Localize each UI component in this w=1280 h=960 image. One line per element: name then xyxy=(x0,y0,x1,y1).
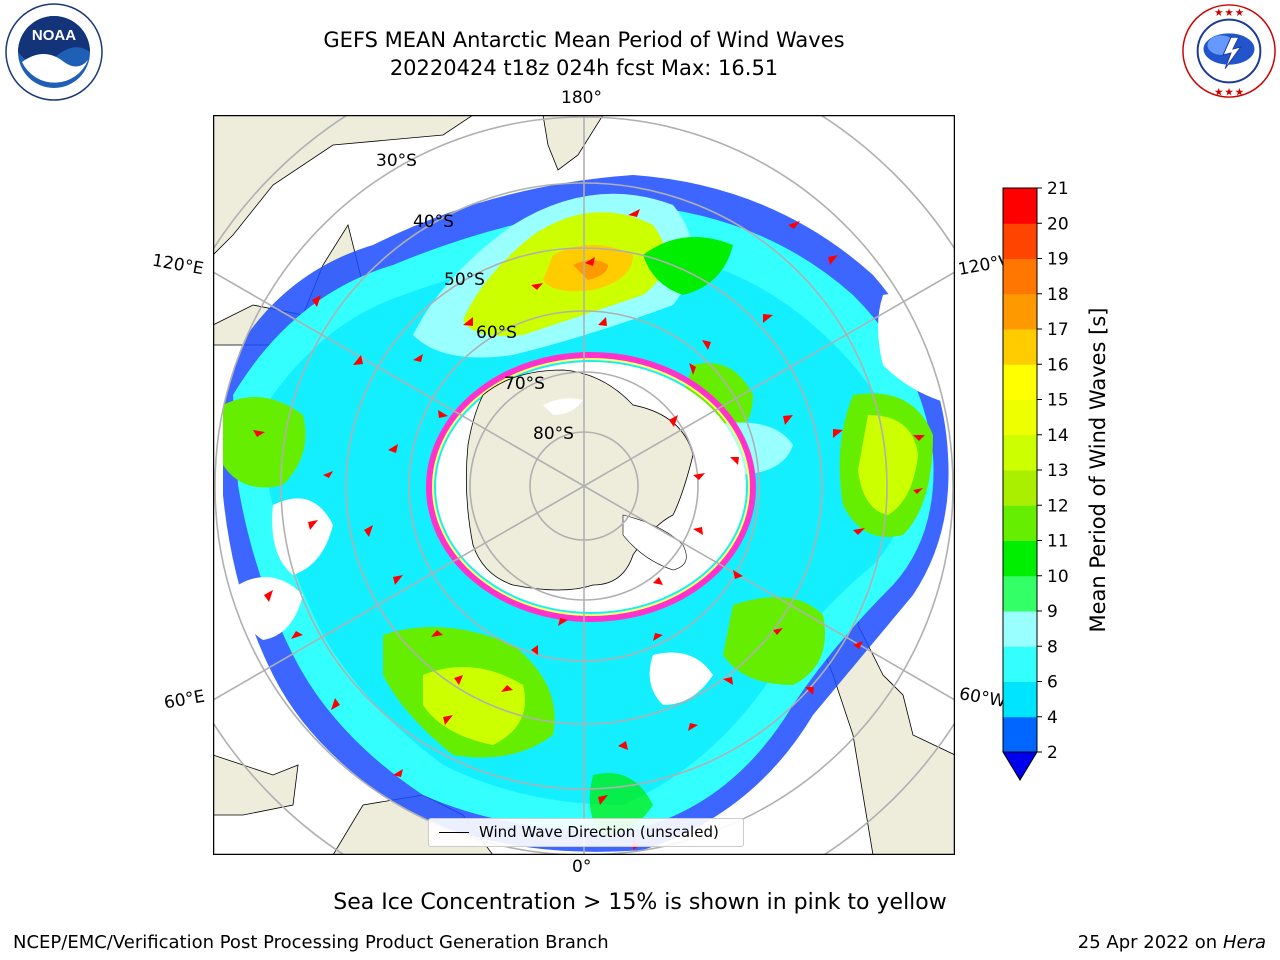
colorbar-tick-label: 10 xyxy=(1047,567,1069,587)
sea-ice-note: Sea Ice Concentration > 15% is shown in … xyxy=(333,890,947,915)
antarctic-map: Wind Wave Direction (unscaled) xyxy=(212,114,956,856)
lat-label-50s: 50°S xyxy=(444,270,485,290)
colorbar-tick-label: 13 xyxy=(1047,461,1069,481)
colorbar-segment xyxy=(1003,258,1037,295)
colorbar-tick-label: 8 xyxy=(1047,637,1058,657)
colorbar-segment xyxy=(1003,364,1037,400)
colorbar-segment xyxy=(1003,716,1037,753)
colorbar-tick-label: 9 xyxy=(1047,602,1058,622)
colorbar-scale: 2 4 6 8 9 10 11 12 13 14 15 16 17 18 19 20 21 xyxy=(1002,179,1069,781)
colorbar-segment xyxy=(1003,505,1037,541)
colorbar-tick-label: 11 xyxy=(1047,532,1069,552)
colorbar-extend-min xyxy=(1002,751,1038,781)
graticule xyxy=(213,115,955,855)
noaa-logo-text: NOAA xyxy=(32,27,76,44)
legend-line-icon xyxy=(439,832,469,833)
colorbar-tick-label: 14 xyxy=(1047,426,1069,446)
colorbar-tick-label: 19 xyxy=(1047,250,1069,270)
colorbar-tick-label: 16 xyxy=(1047,355,1069,375)
colorbar-tick-label: 21 xyxy=(1047,180,1069,199)
map-legend: Wind Wave Direction (unscaled) xyxy=(428,818,744,847)
lon-label-180: 180° xyxy=(561,88,602,108)
lon-label-120e: 120°E xyxy=(150,250,206,280)
colorbar-segment xyxy=(1003,646,1037,682)
chart-subtitle: 20220424 t18z 024h fcst Max: 16.51 xyxy=(389,56,779,80)
colorbar: 2 4 6 8 9 10 11 12 13 14 15 16 17 18 19 20 21 xyxy=(995,179,1115,800)
chart-title: GEFS MEAN Antarctic Mean Period of Wind … xyxy=(323,28,845,52)
colorbar-tick-label: 12 xyxy=(1047,496,1069,516)
footer-host: Hera xyxy=(1222,932,1266,953)
lon-label-0: 0° xyxy=(572,857,592,877)
lat-label-80s: 80°S xyxy=(533,424,574,444)
wind-wave-arrows xyxy=(253,209,925,850)
colorbar-tick-label: 17 xyxy=(1047,320,1069,340)
colorbar-segment xyxy=(1003,399,1037,436)
svg-text:★ ★ ★: ★ ★ ★ xyxy=(1215,87,1245,97)
lat-label-30s: 30°S xyxy=(376,151,417,171)
footer-branch: NCEP/EMC/Verification Post Processing Pr… xyxy=(13,932,609,953)
legend-label: Wind Wave Direction (unscaled) xyxy=(479,823,719,841)
lon-label-60e: 60°E xyxy=(162,686,207,714)
colorbar-tick-label: 4 xyxy=(1047,708,1058,728)
colorbar-segment xyxy=(1003,329,1037,365)
colorbar-tick-label: 20 xyxy=(1047,214,1069,234)
colorbar-tick-label: 15 xyxy=(1047,391,1069,411)
colorbar-tick-label: 18 xyxy=(1047,285,1069,305)
colorbar-tick-label: 2 xyxy=(1047,743,1058,763)
colorbar-segment xyxy=(1003,470,1037,506)
map-canvas xyxy=(212,114,956,856)
colorbar-segment xyxy=(1003,223,1037,259)
footer-date: 25 Apr 2022 on Hera xyxy=(1078,932,1266,953)
colorbar-segment xyxy=(1003,540,1037,577)
lat-label-40s: 40°S xyxy=(413,212,454,232)
wave-period-field xyxy=(223,169,953,852)
lat-label-70s: 70°S xyxy=(504,374,545,394)
colorbar-tick-label: 6 xyxy=(1047,673,1058,693)
lat-label-60s: 60°S xyxy=(476,323,517,343)
noaa-logo-icon: NOAA xyxy=(5,3,103,101)
svg-text:★ ★ ★: ★ ★ ★ xyxy=(1215,8,1245,18)
colorbar-segment xyxy=(1003,611,1037,647)
colorbar-segment xyxy=(1003,188,1037,224)
footer-date-text: 25 Apr 2022 on xyxy=(1077,932,1223,953)
nws-logo-icon: ★ ★ ★ ★ ★ ★ xyxy=(1182,4,1276,98)
colorbar-segment xyxy=(1003,575,1037,612)
colorbar-segment xyxy=(1003,681,1037,718)
colorbar-segment xyxy=(1003,434,1037,471)
colorbar-segment xyxy=(1003,293,1037,330)
colorbar-label: Mean Period of Wind Waves [s] xyxy=(1086,307,1110,633)
